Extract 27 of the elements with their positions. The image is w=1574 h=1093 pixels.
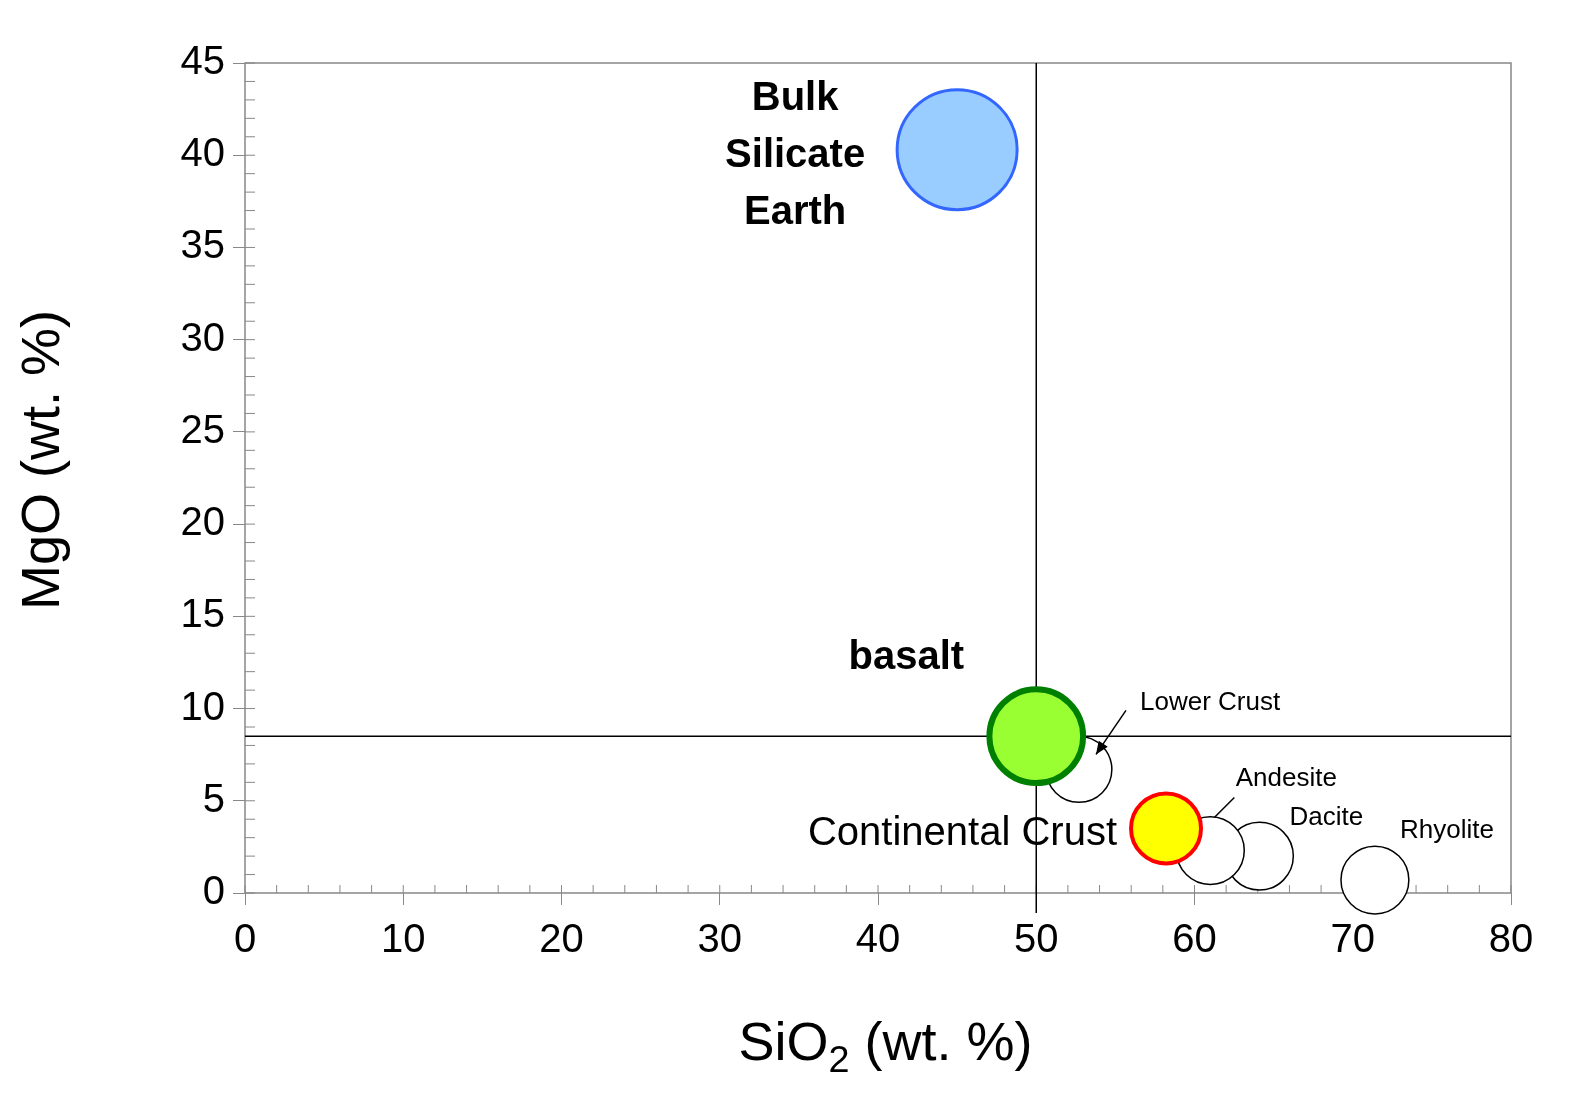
series-label: Rhyolite <box>1399 814 1494 845</box>
y-tick-label: 20 <box>180 499 225 544</box>
y-axis-title: MgO (wt. %) <box>9 309 71 611</box>
x-axis-title: SiO$_{2}$ (wt. %) <box>737 1010 1034 1081</box>
y-tick-label: 30 <box>180 314 225 359</box>
x-tick-label: 10 <box>381 916 426 961</box>
y-tick-label: 5 <box>202 775 225 820</box>
y-tick-label: 25 <box>180 406 225 451</box>
x-tick-label: 40 <box>855 916 901 961</box>
x-tick-label: 50 <box>1014 916 1059 961</box>
x-tick-label: 30 <box>697 916 742 961</box>
series-label: Lower Crust <box>1139 685 1281 716</box>
y-tick-label: 35 <box>180 222 225 267</box>
series-label: Dacite <box>1289 801 1364 832</box>
x-tick-label: 0 <box>233 916 257 961</box>
y-tick-label: 45 <box>180 38 225 83</box>
x-tick-label: 20 <box>539 916 584 961</box>
x-tick-label: 70 <box>1330 916 1375 961</box>
series-label: Andesite <box>1235 761 1337 792</box>
y-tick-label: 10 <box>180 683 225 728</box>
series-label: Bulk Silicate Earth <box>725 73 866 232</box>
x-tick-label: 60 <box>1172 916 1217 961</box>
y-tick-label: 0 <box>202 868 225 913</box>
y-tick-label: 40 <box>180 130 225 175</box>
y-tick-label: 15 <box>180 591 225 636</box>
x-tick-label: 80 <box>1488 916 1534 961</box>
series-label: basalt <box>848 633 965 678</box>
